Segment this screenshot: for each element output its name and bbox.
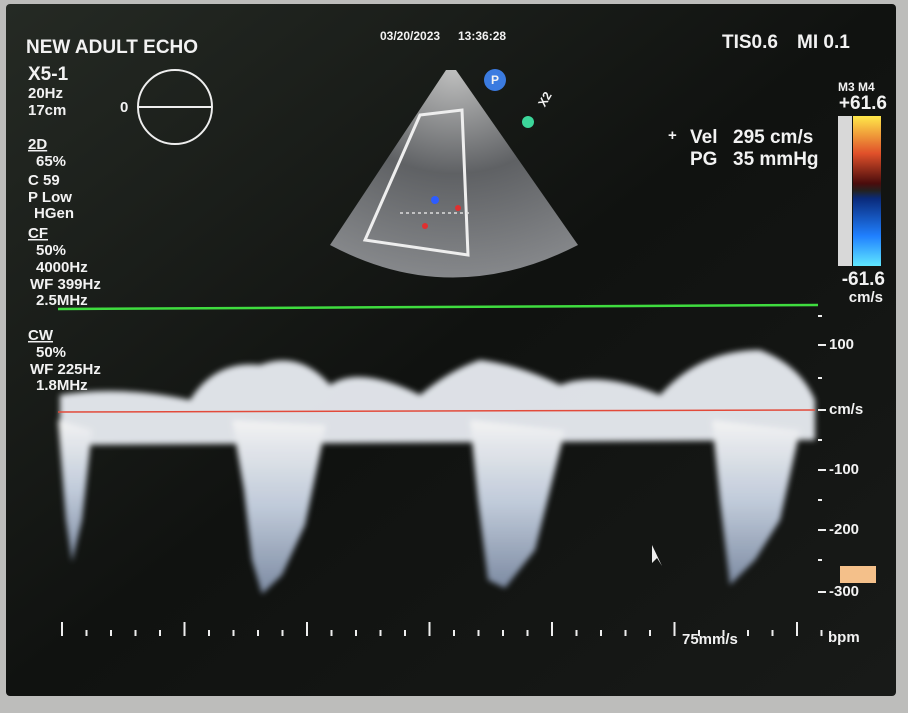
pg-value: 35 mmHg xyxy=(733,149,819,170)
color-max: +61.6 xyxy=(839,93,887,114)
color-min: -61.6 xyxy=(842,269,885,290)
title: NEW ADULT ECHO xyxy=(26,37,198,58)
scale-label: -100 xyxy=(829,461,859,478)
color-flow-spot xyxy=(431,196,439,204)
gain-cw: 50% xyxy=(36,344,66,361)
time: 13:36:28 xyxy=(458,29,506,43)
vel-label: Vel xyxy=(690,127,717,148)
prf-cf: 4000Hz xyxy=(36,259,88,276)
probe-name: X5-1 xyxy=(28,64,69,85)
sweep-speed: 75mm/s xyxy=(682,631,738,648)
scale-label: -300 xyxy=(829,583,859,600)
gain-cf: 50% xyxy=(36,242,66,259)
color-flow-spot xyxy=(455,205,461,211)
zoom-marker xyxy=(522,116,534,128)
color-flow-spot xyxy=(422,223,428,229)
pg-label: PG xyxy=(690,149,717,170)
orientation-label: P xyxy=(491,73,499,87)
gray-bar xyxy=(838,116,852,266)
color-bar xyxy=(853,116,881,266)
scale-label: cm/s xyxy=(829,401,863,418)
frequency-cf: 2.5MHz xyxy=(36,292,88,309)
frequency-cw: 1.8MHz xyxy=(36,377,88,394)
color-unit: cm/s xyxy=(849,289,883,306)
power: P Low xyxy=(28,189,72,206)
wall-filter-cf: WF 399Hz xyxy=(30,276,101,293)
frequency-2d: HGen xyxy=(34,205,74,222)
measure-marker: + xyxy=(668,127,677,144)
date: 03/20/2023 xyxy=(380,29,440,43)
gain-2d: 65% xyxy=(36,153,66,170)
screen: P X2 NEW ADULT ECHO 03/20/2023 13:36:28 … xyxy=(0,0,908,713)
angle: 0 xyxy=(120,99,128,116)
mode-2d: 2D xyxy=(28,136,47,153)
frame-rate: 20Hz xyxy=(28,85,63,102)
compression: C 59 xyxy=(28,172,60,189)
mode-cf: CF xyxy=(28,225,48,242)
mode-cw: CW xyxy=(28,327,54,344)
scale-marker xyxy=(840,566,876,583)
tis: TIS0.6 xyxy=(722,32,778,53)
heart-rate: bpm xyxy=(828,629,860,646)
vel-value: 295 cm/s xyxy=(733,127,813,148)
scale-label: -200 xyxy=(829,521,859,538)
depth: 17cm xyxy=(28,102,66,119)
mi: MI 0.1 xyxy=(797,32,850,53)
scale-label: 100 xyxy=(829,336,854,353)
wall-filter-cw: WF 225Hz xyxy=(30,361,101,378)
